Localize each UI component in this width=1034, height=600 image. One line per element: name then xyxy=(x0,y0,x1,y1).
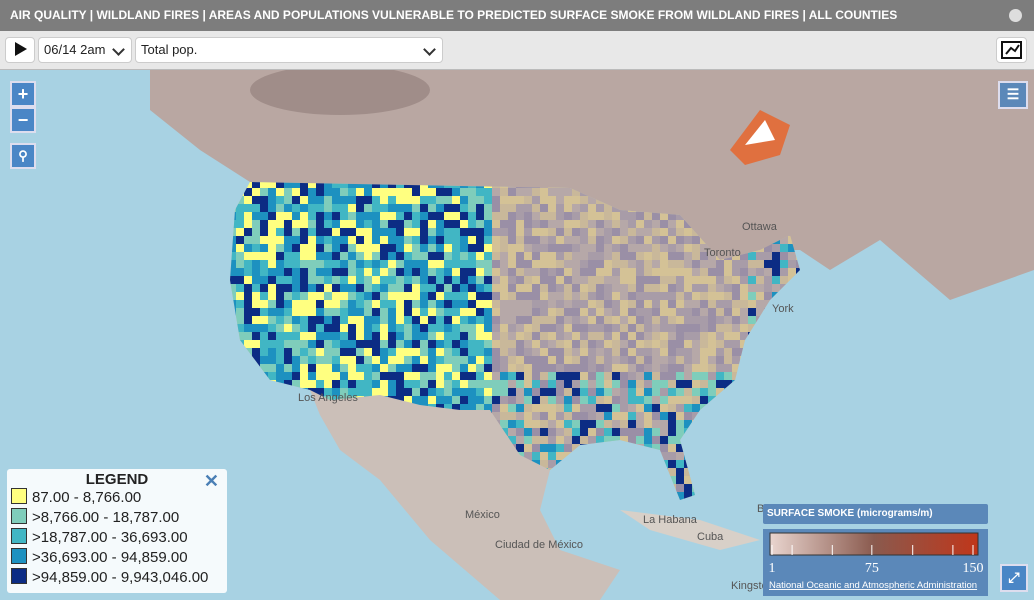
legend-label: 87.00 - 8,766.00 xyxy=(32,489,142,506)
legend-swatch xyxy=(11,488,27,504)
zoom-in[interactable]: + xyxy=(10,81,36,107)
search[interactable]: ⚲ xyxy=(10,143,36,169)
map: Ottawa Toronto York Los Angeles México La Hab… xyxy=(150,70,1034,600)
tick-label: 1 xyxy=(769,561,776,576)
legend-label: >36,693.00 - 94,859.00 xyxy=(32,549,188,566)
header-title: AIR QUALITY | WILDLAND FIRES | AREAS AND… xyxy=(10,8,898,22)
legend-item: >36,693.00 - 94,859.00 xyxy=(7,548,227,568)
legend-label: >94,859.00 - 9,943,046.00 xyxy=(32,569,209,586)
place-label: La Habana xyxy=(643,514,698,526)
fullscreen[interactable]: ⤢ xyxy=(1000,564,1028,592)
zoom-out[interactable]: − xyxy=(10,107,36,133)
place-label: Cuba xyxy=(697,531,724,543)
legend-swatch xyxy=(11,568,27,584)
source: National Oceanic and Atmospheric Adminis… xyxy=(769,580,977,591)
place-label: Toronto xyxy=(704,247,741,259)
layers[interactable]: ☰ xyxy=(998,81,1028,109)
tick-label: 150 xyxy=(963,561,984,576)
toolbar: 06/14 2am Total pop. xyxy=(0,31,1034,70)
place-label: Ottawa xyxy=(742,221,778,233)
legend: LEGEND ✕ 87.00 - 8,766.00 >8,766.00 - 18,… xyxy=(7,469,227,593)
smoke-title: SURFACE SMOKE (micrograms/m) xyxy=(763,504,988,524)
place-label: México xyxy=(465,509,500,521)
tick-label: 75 xyxy=(865,561,879,576)
legend-item: >94,859.00 - 9,943,046.00 xyxy=(7,568,227,588)
chart-button[interactable] xyxy=(996,37,1027,63)
time: 06/14 2am xyxy=(44,42,106,57)
legend-item: 87.00 - 8,766.00 xyxy=(7,488,227,508)
variable-select[interactable]: Total pop. xyxy=(135,37,443,63)
place-label: Los Angeles xyxy=(298,392,358,404)
legend-item: >8,766.00 - 18,787.00 xyxy=(7,508,227,528)
time-select[interactable]: 06/14 2am xyxy=(38,37,132,63)
smoke-scale: 1 75 150 National Oceanic and Atmospheric A… xyxy=(769,532,984,591)
download[interactable] xyxy=(1009,9,1022,22)
place-label: Ciudad de México xyxy=(495,539,583,551)
legend-item: >18,787.00 - 36,693.00 xyxy=(7,528,227,548)
smoke-legend: SURFACE SMOKE (micrograms/m) 1 75 150 Natio… xyxy=(763,504,988,596)
legend-label: >8,766.00 - 18,787.00 xyxy=(32,509,180,526)
legend-swatch xyxy=(11,508,27,524)
legend-title: LEGEND xyxy=(85,471,149,488)
legend-swatch xyxy=(11,528,27,544)
legend-close[interactable]: ✕ xyxy=(203,471,219,491)
play-button[interactable] xyxy=(5,37,35,63)
variable: Total pop. xyxy=(141,42,198,57)
legend-label: >18,787.00 - 36,693.00 xyxy=(32,529,188,546)
header: AIR QUALITY | WILDLAND FIRES | AREAS AND… xyxy=(0,0,1034,31)
place-label: York xyxy=(772,303,794,315)
legend-swatch xyxy=(11,548,27,564)
